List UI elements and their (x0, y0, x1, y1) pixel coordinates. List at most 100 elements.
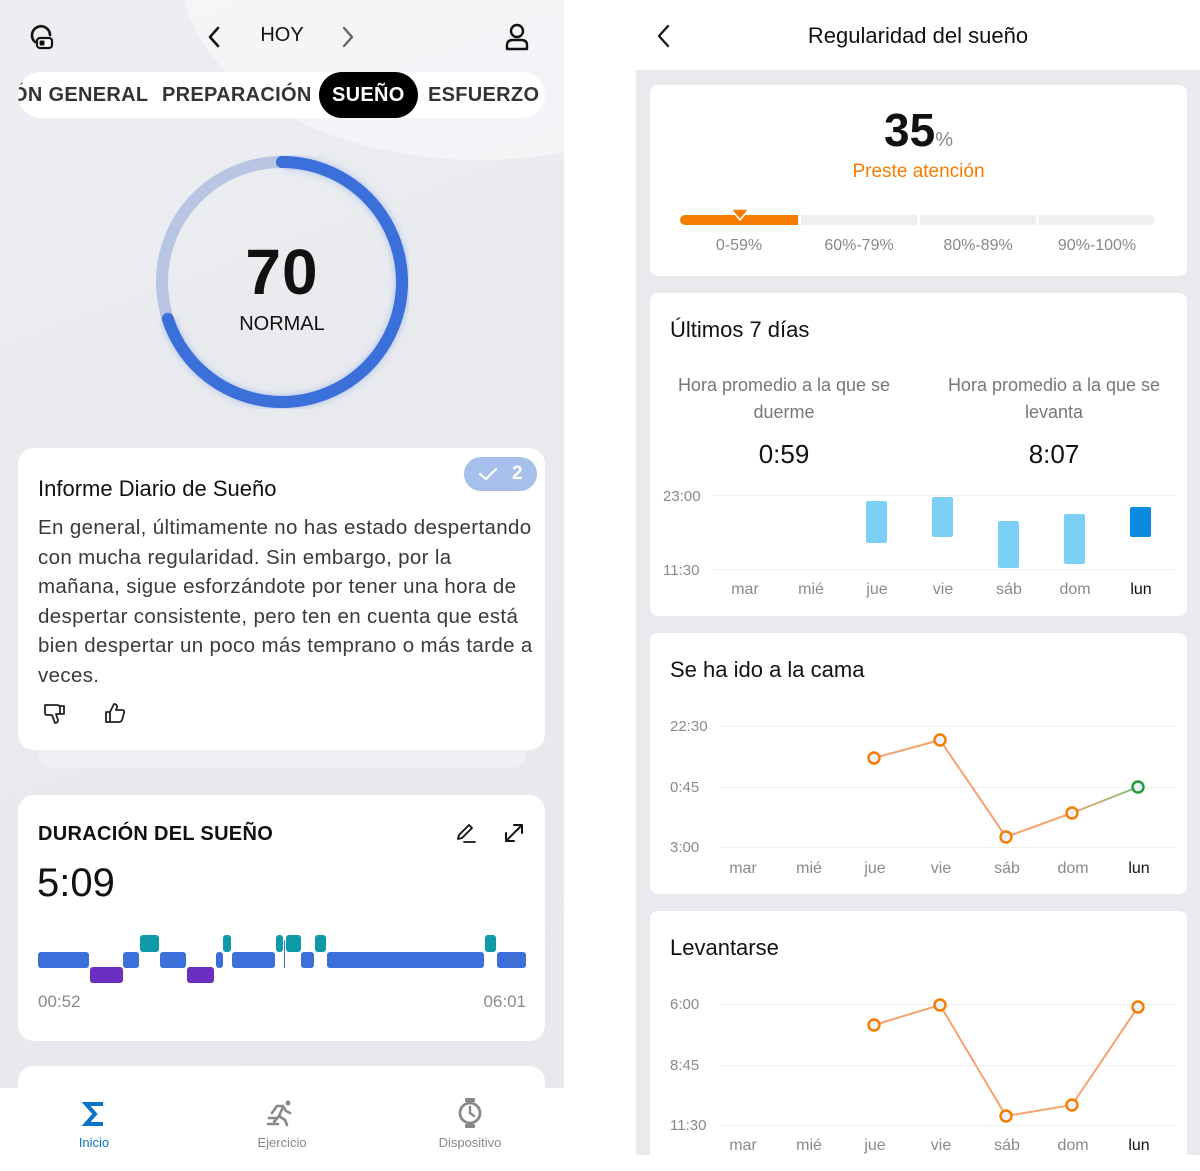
detail-header: Regularidad del sueño (636, 0, 1200, 70)
next-day-button[interactable] (338, 24, 358, 50)
day-label: sáb (996, 581, 1022, 598)
tab-strain[interactable]: ESFUERZO (428, 84, 540, 106)
day-label: mié (796, 1137, 822, 1154)
nav-exercise-label: Ejercicio (257, 1135, 307, 1150)
report-body: En general, últimamente no has estado de… (38, 516, 533, 687)
day-label: mar (729, 860, 757, 877)
stage-light (232, 952, 275, 968)
nav-exercise[interactable]: Ejercicio (222, 1088, 342, 1155)
day-label: jue (866, 581, 888, 598)
score-status: Preste atención (852, 161, 985, 182)
day-label: sáb (994, 860, 1020, 877)
y-axis-label: 0:45 (670, 779, 700, 796)
gridline (720, 787, 1176, 788)
range-label: 0-59% (715, 237, 763, 254)
end-time: 06:01 (483, 992, 526, 1011)
dislike-button[interactable] (42, 701, 68, 727)
bottom-navigation: Inicio Ejercicio Dispositivo (0, 1088, 564, 1155)
day-label: jue (864, 860, 886, 877)
bedtime-line-chart[interactable] (650, 633, 1187, 894)
back-button[interactable] (654, 22, 674, 50)
day-label: mié (798, 581, 824, 598)
day-label: vie (930, 860, 952, 877)
range-segment-2 (920, 215, 1036, 225)
day-label: mar (729, 1137, 757, 1154)
expand-button[interactable] (502, 821, 526, 845)
duration-title: DURACIÓN DEL SUEÑO (38, 823, 274, 845)
gridline (713, 569, 1175, 570)
stage-rem (485, 935, 496, 952)
avg-wake-value: 8:07 (1028, 439, 1080, 469)
gridline (720, 726, 1176, 727)
stage-light (123, 952, 139, 968)
bar-vie[interactable] (932, 497, 953, 537)
day-label: dom (1057, 1137, 1089, 1154)
y-axis-label: 23:00 (663, 488, 701, 505)
day-label: sáb (994, 1137, 1020, 1154)
like-button[interactable] (102, 700, 128, 726)
sleep-score-ring[interactable]: 70 NORMAL (155, 155, 409, 409)
day-label: lun (1130, 581, 1152, 598)
bar-sab[interactable] (998, 521, 1019, 568)
tab-readiness[interactable]: PREPARACIÓN (162, 84, 312, 106)
regularity-score-card: 35% Preste atención 0-59% 60%-79% 80%-89… (650, 85, 1187, 276)
profile-button[interactable] (503, 22, 531, 52)
chevron-left-icon (657, 24, 670, 48)
bedtime-card: Se ha ido a la cama 22:30 0:45 3:00 mar … (650, 633, 1187, 894)
stage-light (327, 952, 484, 968)
last-7-days-card: Últimos 7 días Hora promedio a la que se… (650, 293, 1187, 616)
device-battery-icon[interactable] (26, 22, 56, 52)
day-label: mié (796, 860, 822, 877)
daily-sleep-report-card[interactable]: Informe Diario de Sueño 2 (18, 448, 545, 750)
avg-sleep-label: Hora promedio a la que se duerme (677, 375, 891, 422)
tab-sleep[interactable]: SUEÑO (319, 72, 418, 118)
tab-overview[interactable]: ÓN GENERAL (18, 84, 149, 106)
y-axis-label: 3:00 (670, 839, 700, 856)
y-axis-label: 8:45 (670, 1057, 700, 1074)
y-axis-label: 11:30 (663, 562, 700, 579)
report-title: Informe Diario de Sueño (38, 476, 277, 501)
range-label: 90%-100% (1057, 237, 1137, 254)
day-label: vie (930, 1137, 952, 1154)
stage-rem (223, 935, 231, 952)
stage-light (38, 952, 89, 968)
nav-device-label: Dispositivo (438, 1135, 502, 1150)
bar-dom[interactable] (1064, 514, 1085, 564)
sigma-icon (82, 1102, 103, 1126)
day-label: mar (731, 581, 759, 598)
range-segment-3 (1039, 215, 1155, 225)
prev-day-button[interactable] (204, 24, 224, 50)
score-value: 35 (884, 104, 936, 156)
nav-device[interactable]: Dispositivo (410, 1088, 530, 1155)
sleep-duration-card[interactable]: DURACIÓN DEL SUEÑO 5:09 00:52 06:01 (18, 795, 545, 1041)
stage-rem (140, 935, 159, 952)
watch-icon (458, 1098, 482, 1128)
range-label: 60%-79% (824, 237, 894, 254)
day-label: lun (1128, 860, 1150, 877)
wakeup-line-chart[interactable] (650, 911, 1187, 1171)
day-label: lun (1128, 1137, 1150, 1154)
category-tabs: ÓN GENERAL PREPARACIÓN SUEÑO ESFUERZO (18, 72, 545, 118)
stage-light (160, 952, 186, 968)
nav-home[interactable]: Inicio (34, 1088, 154, 1155)
chevron-right-icon (342, 26, 354, 48)
expand-icon (505, 824, 523, 842)
check-icon (478, 467, 498, 481)
regularity-score: 35% (650, 103, 1187, 157)
home-screen: HOY ÓN GENERAL PREPARACIÓN SUEÑO ESFUERZ… (0, 0, 564, 1155)
edit-button[interactable] (454, 821, 478, 845)
card-title: Últimos 7 días (670, 317, 810, 342)
stage-divider (284, 940, 285, 968)
bar-jue[interactable] (866, 501, 887, 543)
report-count-badge[interactable]: 2 (464, 457, 537, 491)
page-title: Regularidad del sueño (807, 23, 1029, 48)
y-axis-label: 22:30 (670, 718, 708, 735)
sleep-regularity-screen: Regularidad del sueño 35% Preste atenció… (636, 0, 1200, 1171)
position-marker-icon (730, 208, 750, 221)
stage-rem (315, 935, 326, 952)
bar-lun[interactable] (1130, 507, 1151, 537)
start-time: 00:52 (38, 992, 81, 1011)
stage-light (497, 952, 526, 968)
stage-deep (187, 967, 214, 983)
chevron-left-icon (208, 26, 220, 48)
